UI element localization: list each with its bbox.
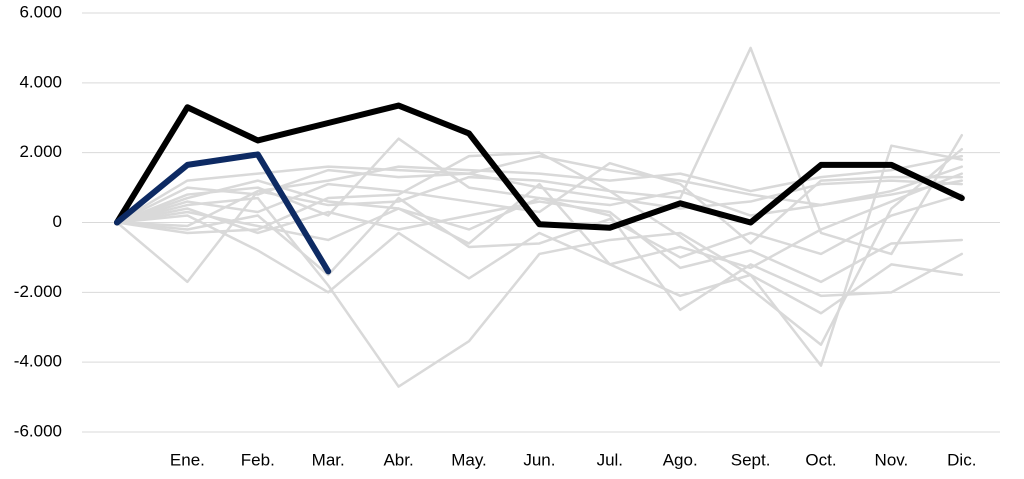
series-line	[114, 102, 965, 231]
series-line	[115, 161, 964, 245]
series-line	[115, 179, 964, 231]
x-tick-label: Ene.	[170, 450, 205, 469]
series-line	[115, 214, 964, 315]
series-line	[115, 144, 964, 388]
x-tick-label: Sept.	[731, 450, 771, 469]
series-line	[115, 147, 964, 346]
x-tick-label: Jun.	[523, 450, 555, 469]
x-tick-label: Jul.	[597, 450, 623, 469]
x-tick-label: Nov.	[875, 450, 909, 469]
x-tick-label: Abr.	[383, 450, 413, 469]
series-line	[114, 151, 332, 275]
series-line	[115, 193, 964, 277]
series-line	[115, 172, 964, 270]
y-tick-label: 0	[53, 212, 62, 231]
x-tick-label: Ago.	[663, 450, 698, 469]
x-tick-label: May.	[451, 450, 487, 469]
y-tick-label: 6.000	[19, 2, 62, 21]
x-tick-label: Feb.	[241, 450, 275, 469]
y-tick-label: -4.000	[14, 352, 62, 371]
series-line	[115, 168, 964, 224]
y-tick-label: -2.000	[14, 282, 62, 301]
series-line	[115, 154, 964, 228]
y-tick-label: 4.000	[19, 72, 62, 91]
series-line	[115, 200, 964, 284]
x-tick-label: Dic.	[947, 450, 976, 469]
y-tick-label: 2.000	[19, 142, 62, 161]
y-tick-label: -6.000	[14, 421, 62, 440]
x-tick-label: Oct.	[805, 450, 836, 469]
x-tick-label: Mar.	[312, 450, 345, 469]
